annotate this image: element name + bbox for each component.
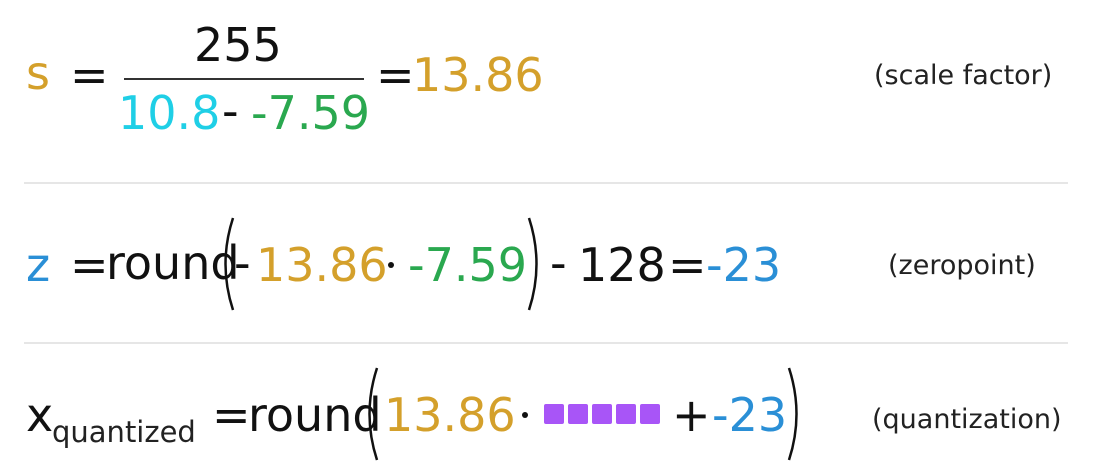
input-value-block	[544, 404, 564, 424]
right-paren	[527, 217, 538, 311]
quantized-round-function: round	[248, 388, 382, 442]
multiply-dot	[522, 412, 528, 418]
zeropoint-result: -23	[706, 238, 782, 292]
input-value-block	[616, 404, 636, 424]
zeropoint-variable: z	[26, 238, 51, 292]
denominator-min: -7.59	[251, 86, 371, 140]
negation-sign: -	[234, 236, 251, 290]
quantized-variable: x	[26, 388, 54, 442]
multiply-dot	[388, 262, 394, 268]
scale-equals-sign: =	[70, 48, 109, 102]
zeropoint-min-value: -7.59	[408, 238, 528, 292]
divider-2	[24, 342, 1068, 344]
plus-sign: +	[672, 388, 711, 442]
zeropoint-note: (zeropoint)	[888, 250, 1036, 281]
quantized-subscript: quantized	[52, 415, 196, 449]
denominator-max: 10.8	[118, 86, 221, 140]
round-function: round	[106, 236, 240, 290]
input-value-block	[592, 404, 612, 424]
left-paren	[224, 217, 235, 311]
divider-1	[24, 182, 1068, 184]
zeropoint-scale-value: 13.86	[256, 238, 388, 292]
quantized-equals-sign: =	[212, 388, 251, 442]
zeropoint-equals-sign: =	[70, 238, 109, 292]
input-value-block	[640, 404, 660, 424]
left-paren	[368, 367, 379, 461]
scale-variable: s	[26, 46, 50, 100]
input-value-block	[568, 404, 588, 424]
scale-note: (scale factor)	[874, 60, 1053, 91]
scale-result: 13.86	[412, 48, 544, 102]
quantized-zeropoint-value: -23	[712, 388, 788, 442]
scale-result-equals: =	[376, 48, 415, 102]
fraction-bar	[124, 78, 364, 80]
quantized-scale-value: 13.86	[384, 388, 516, 442]
right-paren	[787, 367, 798, 461]
quantization-note: (quantization)	[872, 404, 1062, 435]
zeropoint-result-equals: =	[668, 238, 707, 292]
offset-value: 128	[578, 238, 666, 292]
offset-minus: -	[550, 236, 567, 290]
scale-numerator: 255	[194, 18, 282, 72]
denominator-minus: -	[222, 84, 239, 138]
